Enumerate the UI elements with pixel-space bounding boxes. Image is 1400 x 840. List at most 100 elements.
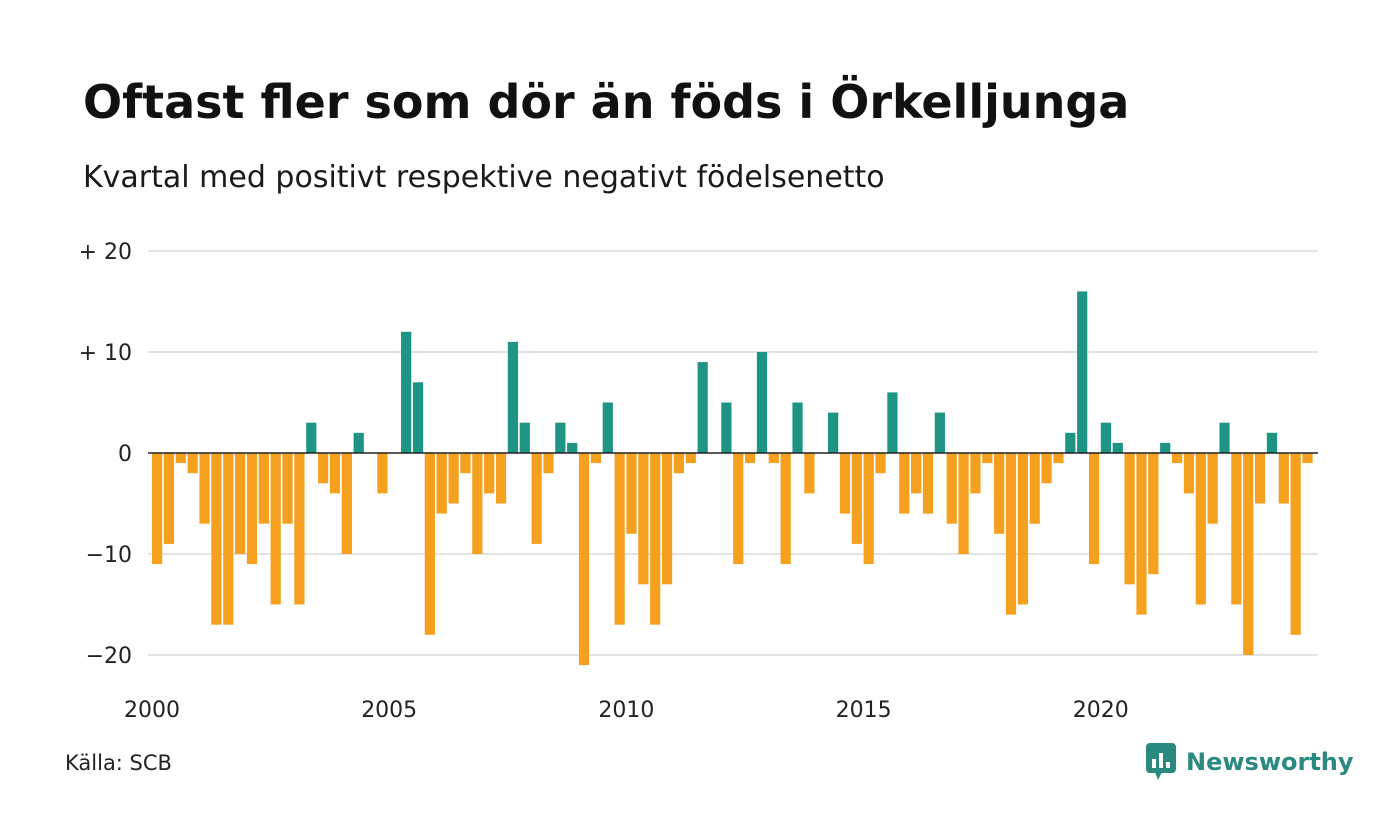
- bar: [1088, 453, 1100, 565]
- x-axis-ticks: 2000 2005 2010 2015 2020: [124, 698, 1129, 723]
- bar: [152, 453, 163, 565]
- bar: [246, 453, 258, 565]
- bar: [507, 341, 518, 453]
- y-tick-label: 0: [118, 442, 132, 467]
- bar: [1207, 453, 1218, 524]
- bar: [958, 453, 969, 554]
- bar: [235, 453, 246, 554]
- bar: [1290, 453, 1301, 635]
- bar: [1231, 453, 1242, 605]
- y-axis-ticks: + 20 + 10 0 −10 −20: [79, 240, 132, 669]
- bar: [555, 422, 566, 453]
- bar: [982, 453, 993, 464]
- bar: [626, 453, 637, 534]
- bar: [792, 402, 803, 453]
- bar: [1148, 453, 1159, 575]
- bar: [1219, 422, 1230, 453]
- y-tick-label: + 20: [79, 240, 132, 265]
- y-tick-label: −10: [86, 543, 132, 568]
- bar: [1278, 453, 1289, 504]
- bar: [1029, 453, 1040, 524]
- bar: [472, 453, 483, 554]
- bar: [1171, 453, 1183, 464]
- bar: [1243, 453, 1254, 655]
- chart-title: Oftast fler som dör än föds i Örkelljung…: [83, 75, 1130, 129]
- bar: [187, 453, 198, 474]
- bar: [1005, 453, 1017, 615]
- bar: [994, 453, 1005, 534]
- bar: [1266, 432, 1278, 453]
- bar: [1195, 453, 1206, 605]
- bar: [412, 382, 424, 453]
- bar: [745, 453, 756, 464]
- bar: [1124, 453, 1135, 585]
- bar: [1183, 453, 1195, 494]
- bar: [1041, 453, 1052, 484]
- y-tick-label: −20: [86, 644, 132, 669]
- bar: [839, 453, 851, 514]
- bar: [282, 453, 293, 524]
- bar: [650, 453, 661, 625]
- bar: [1112, 442, 1123, 453]
- bar: [519, 422, 530, 453]
- bar: [1100, 422, 1111, 453]
- x-tick-label: 2015: [836, 698, 892, 723]
- bar: [828, 412, 839, 453]
- bar: [567, 442, 578, 453]
- bar: [1077, 291, 1088, 453]
- bar: [460, 453, 471, 474]
- bar: [578, 453, 590, 666]
- bar: [638, 453, 649, 585]
- bar: [685, 453, 696, 464]
- chart-bubble-icon: [1146, 743, 1176, 780]
- bar: [401, 331, 412, 453]
- source-note: Källa: SCB: [65, 751, 172, 775]
- bar: [223, 453, 234, 625]
- bar: [756, 352, 768, 453]
- bar: [614, 453, 625, 625]
- brand-logo: Newsworthy: [1146, 742, 1354, 782]
- bar: [175, 453, 186, 464]
- y-tick-label: + 10: [79, 341, 132, 366]
- bar: [922, 453, 934, 514]
- bars: [152, 291, 1313, 666]
- bar: [377, 453, 388, 494]
- bar: [495, 453, 507, 504]
- bar: [887, 392, 898, 453]
- bar-chart: + 20 + 10 0 −10 −20 2000 2005 2010 2015 2020: [79, 240, 1318, 723]
- bar: [484, 453, 495, 494]
- bar: [1160, 442, 1171, 453]
- bar: [970, 453, 981, 494]
- bar: [590, 453, 602, 464]
- bar: [163, 453, 175, 544]
- bar: [436, 453, 447, 514]
- x-tick-label: 2010: [598, 698, 654, 723]
- bar: [863, 453, 874, 565]
- bar: [1065, 432, 1076, 453]
- bar: [353, 432, 364, 453]
- bar: [804, 453, 815, 494]
- bar: [934, 412, 945, 453]
- bar: [258, 453, 269, 524]
- bar: [780, 453, 791, 565]
- bar: [531, 453, 542, 544]
- bar: [1017, 453, 1028, 605]
- x-tick-label: 2020: [1073, 698, 1129, 723]
- bar: [851, 453, 862, 544]
- grid-lines: [148, 250, 1318, 656]
- bar: [911, 453, 922, 494]
- bar: [199, 453, 210, 524]
- bar: [211, 453, 222, 625]
- bar: [1053, 453, 1064, 464]
- bar: [768, 453, 779, 464]
- bar: [424, 453, 435, 635]
- x-tick-label: 2000: [124, 698, 180, 723]
- bar: [733, 453, 744, 565]
- bar: [602, 402, 613, 453]
- brand-name: Newsworthy: [1186, 748, 1354, 776]
- bar: [306, 422, 317, 453]
- bar: [899, 453, 910, 514]
- bar: [946, 453, 957, 524]
- bar: [875, 453, 886, 474]
- bar: [270, 453, 281, 605]
